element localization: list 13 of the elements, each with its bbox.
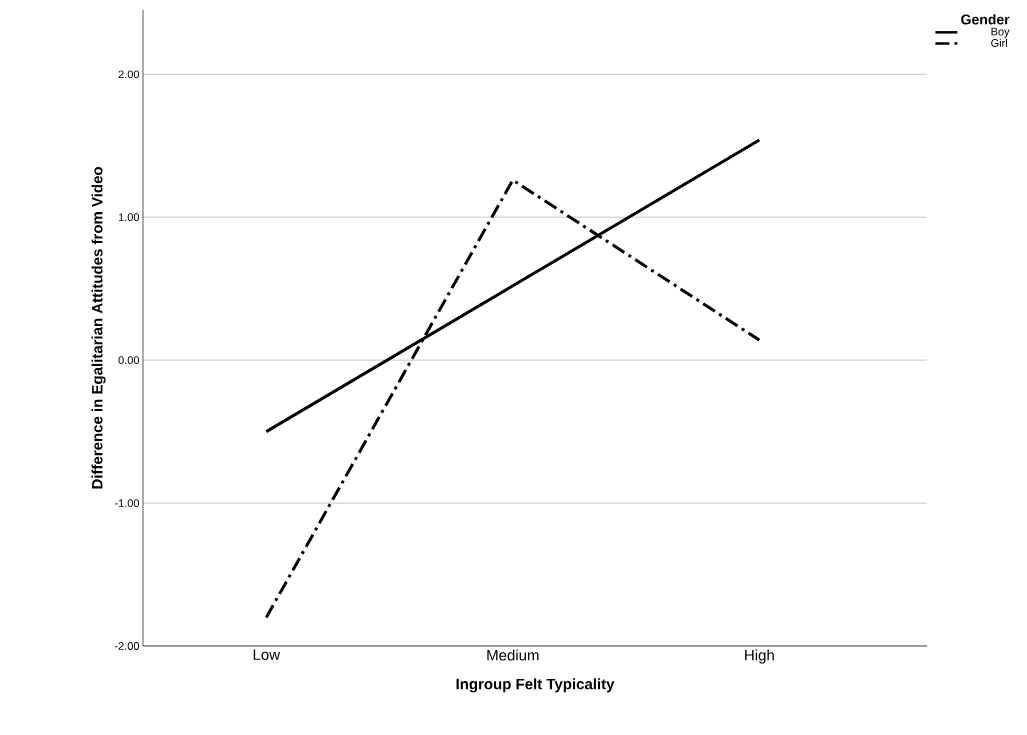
legend-title: Gender	[961, 14, 1010, 25]
text: Girl	[991, 38, 1007, 47]
x-tick-label: Medium	[487, 649, 539, 661]
text: Boy	[991, 27, 1010, 38]
x-tick-label: High	[745, 649, 774, 664]
y-tick-label: -1.00	[114, 499, 140, 507]
x-axis-title: Ingroup Felt Typicality	[456, 678, 615, 693]
x-tick-label: Low	[253, 649, 281, 660]
y-tick-label: -2.00	[114, 642, 140, 650]
y-tick-label: 0.00	[118, 356, 140, 365]
y-axis-title: Difference in Egalitarian Attitudes from Video	[91, 167, 106, 489]
y-tick-label: 1.00	[118, 213, 140, 222]
y-tick-label: 2.00	[118, 70, 140, 79]
